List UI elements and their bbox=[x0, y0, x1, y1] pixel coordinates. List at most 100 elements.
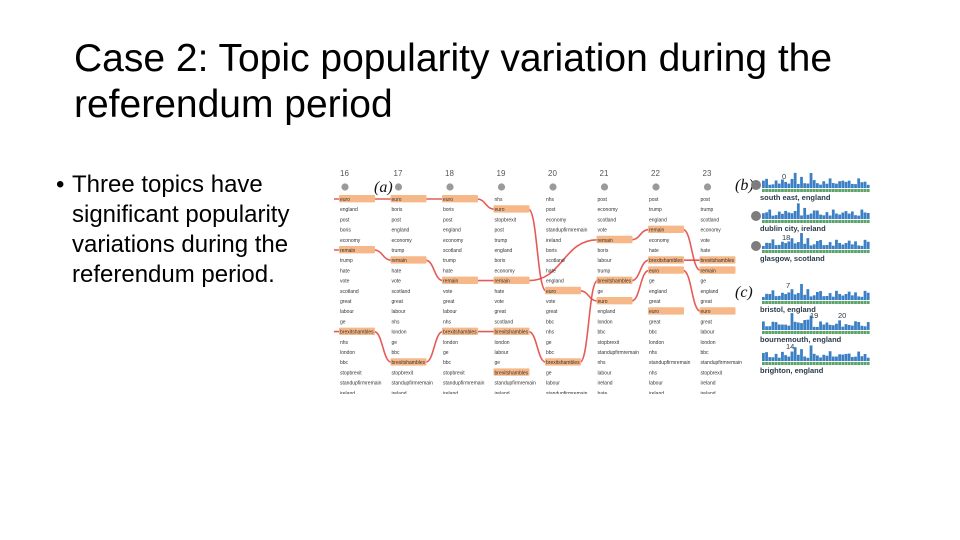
popularity-bar-baseline bbox=[863, 362, 867, 365]
topic-word: stopbrexit bbox=[443, 370, 465, 376]
bullet-list: Three topics have significant popularity… bbox=[56, 170, 316, 290]
popularity-bar bbox=[816, 210, 819, 219]
topic-word: london bbox=[443, 340, 458, 346]
popularity-bar bbox=[850, 183, 854, 188]
popularity-bar bbox=[796, 242, 800, 249]
popularity-bar bbox=[831, 209, 835, 219]
popularity-bar-baseline bbox=[819, 331, 822, 334]
peak-number: 19 bbox=[810, 311, 818, 320]
popularity-bar-baseline bbox=[860, 250, 864, 253]
topic-highlight bbox=[390, 358, 427, 366]
date-label: 23 bbox=[703, 169, 712, 178]
topic-word: labour bbox=[443, 309, 457, 315]
popularity-bar-baseline bbox=[796, 362, 800, 365]
popularity-bar bbox=[831, 325, 835, 330]
popularity-bar-baseline bbox=[803, 250, 807, 253]
topic-word: ireland bbox=[598, 381, 613, 387]
popularity-bar bbox=[787, 325, 791, 330]
popularity-bar bbox=[822, 354, 826, 361]
popularity-bar-baseline bbox=[822, 189, 826, 192]
popularity-bar bbox=[809, 296, 813, 300]
topic-word: standupfirmremain bbox=[701, 360, 743, 366]
popularity-bar-baseline bbox=[777, 250, 781, 253]
popularity-bar bbox=[857, 296, 861, 300]
popularity-bar bbox=[806, 319, 810, 330]
date-label: 19 bbox=[497, 169, 506, 178]
popularity-bar-baseline bbox=[847, 220, 851, 223]
date-dot bbox=[549, 183, 557, 191]
topic-word: post bbox=[546, 207, 556, 213]
popularity-bar-baseline bbox=[825, 220, 829, 223]
popularity-bar-baseline bbox=[762, 331, 765, 334]
topic-word: vote bbox=[340, 279, 350, 285]
popularity-bar bbox=[790, 238, 794, 249]
popularity-bar bbox=[790, 313, 794, 330]
popularity-bar bbox=[844, 211, 848, 219]
popularity-bar bbox=[838, 293, 842, 300]
popularity-bar bbox=[841, 354, 845, 361]
popularity-bar bbox=[803, 207, 807, 219]
popularity-bar-baseline bbox=[863, 220, 867, 223]
popularity-bar bbox=[784, 324, 788, 330]
popularity-bar-baseline bbox=[800, 220, 803, 223]
popularity-bar-baseline bbox=[781, 301, 784, 304]
popularity-bar bbox=[781, 241, 784, 249]
topic-word: boris bbox=[546, 248, 557, 254]
popularity-bar-baseline bbox=[812, 189, 816, 192]
popularity-bar bbox=[793, 347, 797, 361]
popularity-bar-baseline bbox=[768, 189, 772, 192]
topic-word: standupfirmremain bbox=[392, 381, 434, 387]
topic-highlight bbox=[596, 276, 633, 284]
popularity-bar bbox=[835, 213, 838, 219]
popularity-bar-baseline bbox=[768, 362, 772, 365]
topic-word: brexitshambles bbox=[495, 370, 529, 376]
topic-word: hate bbox=[392, 268, 402, 274]
popularity-bar bbox=[809, 345, 813, 361]
popularity-bar bbox=[850, 356, 854, 361]
topic-word: bbc bbox=[546, 319, 555, 325]
popularity-bar-baseline bbox=[854, 220, 857, 223]
popularity-bar bbox=[825, 183, 829, 188]
popularity-bar-baseline bbox=[831, 250, 835, 253]
popularity-bar bbox=[790, 289, 794, 300]
date-dot bbox=[652, 183, 660, 191]
popularity-bar-baseline bbox=[777, 220, 781, 223]
topic-highlight bbox=[442, 327, 478, 335]
topic-word: standupfirmremain bbox=[495, 381, 537, 387]
popularity-bar-baseline bbox=[841, 220, 845, 223]
popularity-bar bbox=[806, 214, 810, 219]
topic-word: labour bbox=[598, 370, 612, 376]
popularity-bar bbox=[806, 183, 810, 188]
popularity-bar-baseline bbox=[828, 301, 832, 304]
topic-word: england bbox=[598, 309, 616, 315]
popularity-bar-baseline bbox=[768, 301, 772, 304]
topic-word: scotland bbox=[598, 217, 617, 223]
popularity-bar-baseline bbox=[860, 362, 864, 365]
topic-word: labour bbox=[546, 381, 560, 387]
topic-highlight bbox=[442, 276, 478, 284]
topic-word: stopbrexit bbox=[392, 370, 414, 376]
popularity-bar-baseline bbox=[803, 331, 807, 334]
popularity-bar bbox=[828, 324, 832, 330]
bullet-item: Three topics have significant popularity… bbox=[56, 170, 316, 290]
popularity-bar bbox=[803, 183, 807, 188]
popularity-bar-baseline bbox=[796, 331, 800, 334]
popularity-bar bbox=[784, 243, 788, 249]
date-dot bbox=[600, 183, 609, 191]
popularity-bar bbox=[768, 209, 772, 219]
popularity-bar bbox=[825, 322, 829, 330]
popularity-bar bbox=[847, 324, 851, 330]
popularity-bar-baseline bbox=[822, 362, 826, 365]
popularity-bar-baseline bbox=[835, 220, 838, 223]
date-dot bbox=[497, 183, 506, 191]
topic-word: nhs bbox=[649, 350, 658, 356]
popularity-bar-baseline bbox=[784, 250, 788, 253]
popularity-bar bbox=[796, 354, 800, 361]
popularity-bar bbox=[768, 294, 772, 300]
popularity-bar bbox=[812, 353, 816, 361]
popularity-bar-baseline bbox=[781, 331, 784, 334]
popularity-bar bbox=[866, 184, 870, 188]
topic-word: england bbox=[443, 228, 461, 234]
popularity-bar-baseline bbox=[803, 189, 807, 192]
popularity-bar-baseline bbox=[831, 362, 835, 365]
